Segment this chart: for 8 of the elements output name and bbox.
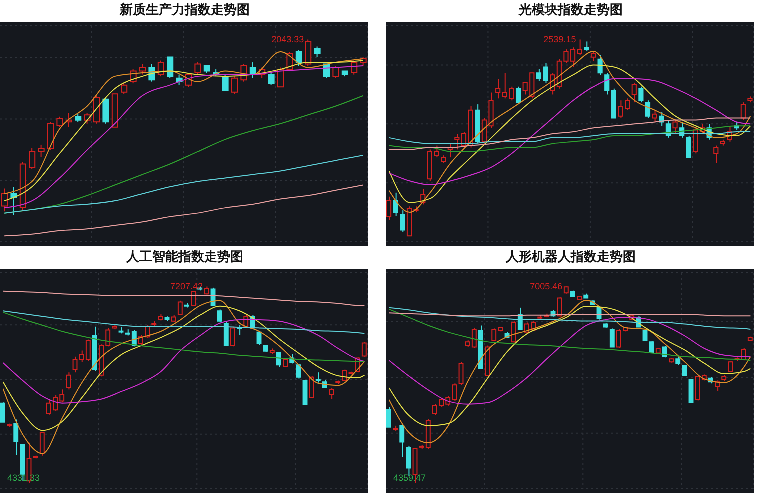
chart-title: 光模块指数走势图 (518, 2, 624, 20)
chart-title: 新质生产力指数走势图 (119, 2, 251, 20)
chart-title: 人工智能指数走势图 (125, 249, 244, 267)
annotation: 2043.33 (272, 34, 304, 45)
annotation: 2539.15 (544, 34, 576, 45)
annotation: 7005.46 (530, 282, 563, 292)
chart-title: 人形机器人指数走势图 (504, 249, 637, 267)
annotation: 7207.42 (170, 282, 203, 292)
